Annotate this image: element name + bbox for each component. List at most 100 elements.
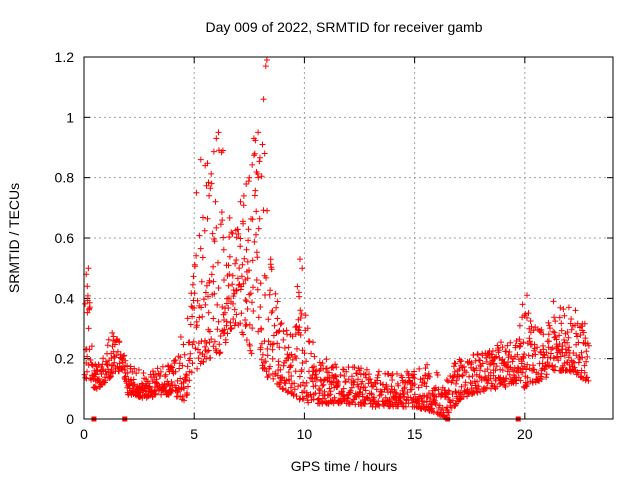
data-point bbox=[423, 383, 430, 390]
data-point bbox=[249, 325, 256, 332]
data-point bbox=[285, 369, 292, 376]
data-point bbox=[362, 387, 369, 394]
data-point bbox=[220, 234, 227, 241]
data-point bbox=[583, 358, 590, 365]
data-point bbox=[391, 386, 398, 393]
data-point bbox=[244, 275, 251, 282]
data-point bbox=[270, 332, 277, 339]
data-point bbox=[477, 367, 483, 374]
data-point bbox=[372, 381, 379, 387]
data-point bbox=[257, 304, 264, 310]
x-axis-label: GPS time / hours bbox=[291, 458, 398, 474]
data-point bbox=[347, 387, 354, 394]
data-point bbox=[237, 243, 244, 250]
data-point bbox=[203, 282, 210, 289]
data-point bbox=[219, 304, 226, 310]
data-point bbox=[217, 333, 224, 339]
data-point bbox=[291, 380, 298, 387]
data-point bbox=[238, 273, 245, 280]
data-point bbox=[84, 368, 90, 375]
data-point bbox=[425, 390, 432, 397]
data-point bbox=[423, 398, 430, 405]
data-point bbox=[341, 373, 348, 379]
data-point bbox=[215, 318, 222, 325]
data-point bbox=[516, 322, 523, 329]
data-point bbox=[257, 154, 263, 161]
data-point bbox=[367, 376, 374, 383]
data-point bbox=[453, 380, 459, 387]
data-point bbox=[362, 384, 369, 391]
data-point bbox=[140, 370, 147, 376]
data-point bbox=[550, 328, 557, 335]
data-point bbox=[545, 319, 552, 326]
data-point bbox=[253, 208, 260, 215]
data-point bbox=[195, 346, 201, 353]
data-point bbox=[220, 246, 227, 253]
data-point bbox=[237, 235, 244, 242]
data-point bbox=[229, 272, 236, 279]
data-point bbox=[176, 365, 183, 372]
data-point bbox=[579, 354, 586, 361]
data-point bbox=[558, 327, 565, 334]
data-point bbox=[283, 327, 290, 334]
data-point bbox=[233, 257, 240, 263]
data-point bbox=[169, 364, 176, 371]
data-point bbox=[468, 359, 475, 366]
data-point bbox=[124, 362, 131, 369]
data-point bbox=[273, 304, 280, 311]
data-point bbox=[549, 344, 556, 351]
data-point bbox=[84, 292, 91, 299]
data-point bbox=[517, 377, 524, 384]
data-point bbox=[297, 315, 304, 321]
data-point bbox=[462, 379, 469, 386]
data-point bbox=[237, 320, 244, 327]
data-point bbox=[498, 339, 504, 346]
data-point bbox=[297, 256, 303, 263]
data-point bbox=[127, 363, 134, 370]
data-point bbox=[537, 348, 544, 355]
data-point bbox=[264, 345, 271, 352]
data-point bbox=[582, 335, 589, 342]
data-point bbox=[438, 392, 445, 399]
data-point bbox=[172, 357, 179, 363]
data-point bbox=[225, 305, 232, 311]
data-point bbox=[284, 389, 291, 396]
data-point bbox=[333, 364, 340, 371]
data-point bbox=[226, 234, 233, 240]
data-point bbox=[194, 365, 201, 372]
data-point bbox=[233, 234, 240, 241]
data-point bbox=[177, 354, 184, 361]
data-point bbox=[135, 366, 142, 373]
data-point bbox=[564, 339, 571, 346]
data-point bbox=[516, 343, 523, 350]
data-point bbox=[251, 152, 257, 159]
data-point bbox=[362, 401, 368, 407]
data-point bbox=[400, 390, 407, 397]
data-point bbox=[159, 363, 166, 370]
data-point bbox=[258, 173, 265, 180]
data-point bbox=[268, 266, 275, 273]
data-point bbox=[490, 372, 497, 379]
data-point bbox=[287, 384, 294, 391]
data-point bbox=[301, 350, 308, 357]
data-point bbox=[251, 150, 258, 157]
data-point bbox=[289, 333, 296, 340]
data-point bbox=[196, 232, 203, 239]
data-point bbox=[316, 390, 323, 397]
data-point bbox=[205, 347, 212, 354]
data-point bbox=[487, 369, 494, 376]
data-point bbox=[357, 386, 364, 392]
data-point bbox=[330, 364, 337, 371]
data-point bbox=[551, 314, 558, 321]
data-point bbox=[259, 351, 266, 358]
data-point bbox=[254, 286, 261, 293]
data-point bbox=[538, 376, 545, 383]
data-point bbox=[557, 353, 564, 360]
data-point bbox=[205, 309, 212, 316]
data-point bbox=[474, 378, 481, 385]
data-point bbox=[538, 370, 545, 377]
data-point bbox=[139, 381, 146, 388]
data-point bbox=[299, 360, 306, 366]
data-point bbox=[190, 273, 197, 280]
data-point bbox=[243, 246, 250, 253]
